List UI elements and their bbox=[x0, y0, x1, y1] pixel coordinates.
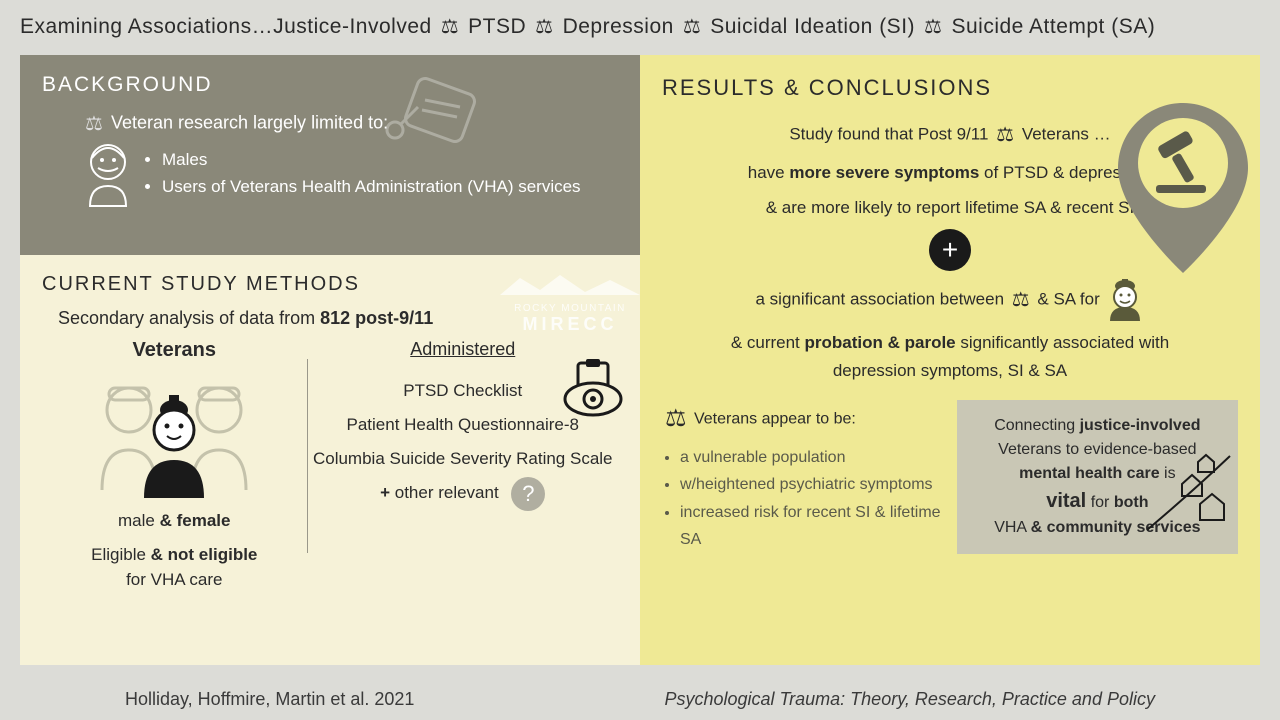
methods-title: CURRENT STUDY METHODS bbox=[42, 273, 618, 296]
scale-icon: ⚖ bbox=[924, 14, 942, 39]
header-title-row: Examining Associations…Justice-Involved … bbox=[0, 0, 1280, 49]
background-title: BACKGROUND bbox=[42, 73, 618, 97]
background-panel: BACKGROUND ⚖ Veteran research largely li… bbox=[20, 55, 640, 255]
male-avatar-icon bbox=[80, 140, 136, 210]
journal-name: Psychological Trauma: Theory, Research, … bbox=[664, 689, 1155, 710]
female-veteran-icon bbox=[1105, 279, 1145, 321]
footer: Holliday, Hoffmire, Martin et al. 2021 P… bbox=[0, 689, 1280, 710]
header-term: PTSD bbox=[468, 15, 526, 39]
scale-icon: ⚖ bbox=[1012, 284, 1030, 316]
results-title: RESULTS & CONCLUSIONS bbox=[662, 75, 1238, 101]
header-term: Suicidal Ideation (SI) bbox=[710, 15, 915, 39]
scale-icon: ⚖ bbox=[996, 119, 1014, 151]
clipboard-eye-icon bbox=[558, 359, 628, 419]
male-female-text: male & female bbox=[42, 508, 307, 534]
admin-other: + other relevant ? bbox=[308, 476, 619, 511]
header-term: Depression bbox=[563, 15, 674, 39]
list-item: a vulnerable population bbox=[680, 444, 943, 471]
scale-icon: ⚖ bbox=[665, 400, 687, 438]
results-line: & current probation & parole significant… bbox=[662, 329, 1238, 383]
background-intro: ⚖ Veteran research largely limited to: bbox=[82, 111, 618, 136]
question-icon: ? bbox=[511, 477, 545, 511]
methods-panel: CURRENT STUDY METHODS Secondary analysis… bbox=[20, 255, 640, 665]
conclusion-box: Connecting justice-involved Veterans to … bbox=[957, 400, 1238, 554]
results-line: a significant association between ⚖ & SA… bbox=[662, 279, 1238, 321]
list-item: increased risk for recent SI & lifetime … bbox=[680, 499, 943, 553]
list-item: w/heightened psychiatric symptoms bbox=[680, 471, 943, 498]
list-item: Males bbox=[162, 146, 618, 173]
administered-heading: Administered bbox=[308, 339, 619, 360]
veterans-heading: Veterans bbox=[42, 339, 307, 362]
list-item: Users of Veterans Health Administration … bbox=[162, 173, 618, 200]
eligibility-text: Eligible & not eligible for VHA care bbox=[42, 542, 307, 593]
houses-path-icon bbox=[1142, 452, 1232, 532]
scale-icon: ⚖ bbox=[683, 14, 701, 39]
admin-item: Columbia Suicide Severity Rating Scale bbox=[308, 442, 619, 476]
results-panel: RESULTS & CONCLUSIONS Study found that P… bbox=[640, 55, 1260, 665]
methods-intro: Secondary analysis of data from 812 post… bbox=[58, 308, 618, 329]
scale-icon: ⚖ bbox=[441, 14, 459, 39]
background-list: Males Users of Veterans Health Administr… bbox=[162, 146, 618, 200]
gavel-pin-icon bbox=[1118, 103, 1248, 273]
header-prefix: Examining Associations…Justice-Involved bbox=[20, 15, 432, 39]
appear-block: ⚖ Veterans appear to be: a vulnerable po… bbox=[662, 400, 943, 554]
plus-icon: + bbox=[929, 229, 971, 271]
veterans-icon-group bbox=[84, 370, 264, 500]
methods-veterans-col: Veterans bbox=[42, 339, 307, 593]
scale-icon: ⚖ bbox=[85, 111, 103, 136]
methods-admin-col: Administered PTSD Checklist Patient Heal… bbox=[308, 339, 619, 593]
citation: Holliday, Hoffmire, Martin et al. 2021 bbox=[125, 689, 414, 710]
header-term: Suicide Attempt (SA) bbox=[951, 15, 1155, 39]
scale-icon: ⚖ bbox=[535, 14, 553, 39]
